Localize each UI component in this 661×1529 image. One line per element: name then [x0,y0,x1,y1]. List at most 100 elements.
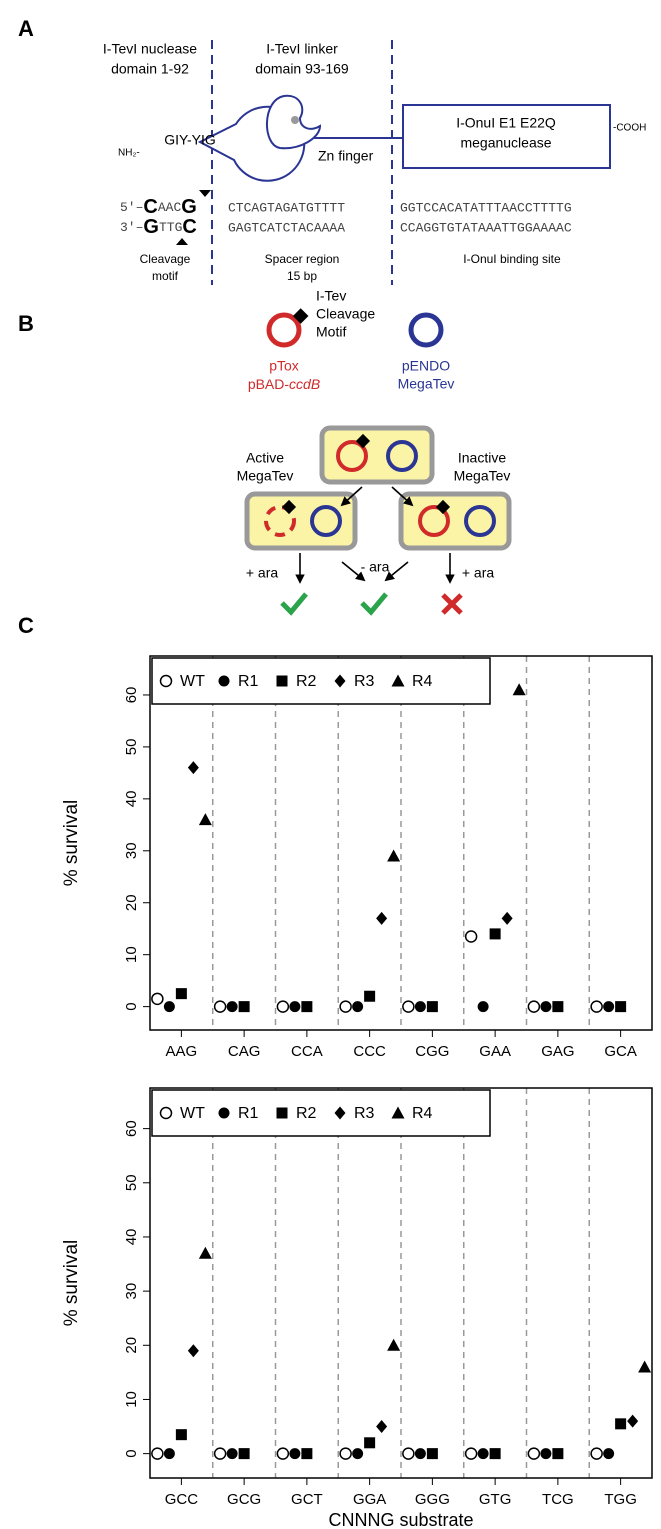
label: -COOH [613,123,646,134]
label: I-OnuI E1 E22Q [456,115,556,131]
marker [339,1000,352,1013]
plasmid [336,440,368,472]
legend-label: R2 [296,673,317,690]
motif-diamond [281,499,297,515]
marker [391,674,405,687]
marker [352,1001,364,1013]
ptox-plasmid [266,312,302,348]
marker [464,930,478,943]
marker [238,1001,250,1013]
y-tick-label: 30 [123,842,140,859]
y-tick-label: 0 [123,1002,140,1010]
panel-label: C [18,613,34,638]
marker [477,1001,489,1013]
panel-label: B [18,311,34,336]
label: domain 93-169 [255,61,349,77]
marker [376,1420,388,1434]
x-tick-label: AAG [166,1043,198,1060]
marker [218,675,230,687]
x-tick-label: GGA [353,1491,386,1508]
y-axis-label: % survival [61,800,82,887]
y-tick-label: 10 [123,946,140,963]
plasmid [386,440,418,472]
marker [501,911,513,925]
y-tick-label: 20 [123,1337,140,1354]
marker [387,1338,401,1351]
plasmid [264,505,296,537]
marker [276,675,288,687]
marker [276,1000,290,1013]
x-tick-label: CCC [353,1043,386,1060]
prime: 3′– [120,220,143,235]
x-tick-label: TCG [542,1491,574,1508]
marker [213,1000,227,1013]
label: Active [246,450,284,466]
motif: TTG [159,220,182,235]
sequence-bottom: 3′–GTTGC [120,216,197,238]
x-tick-label: GCC [165,1491,199,1508]
caption: 15 bp [287,269,317,283]
spacer-bottom: GAGTCATCTACAAAA [228,220,345,235]
pendo-plasmid [408,312,444,348]
marker [512,683,526,696]
label: I-Tev [316,288,346,304]
label: MegaTev [454,468,511,484]
marker [464,1447,478,1460]
plot-frame [149,655,653,1031]
marker [615,1001,627,1013]
spacer-top: CTCAGTAGATGTTTT [228,200,345,215]
marker [489,928,501,940]
x-tick-label: GCT [291,1491,323,1508]
marker [364,1437,376,1449]
marker [540,1001,552,1013]
marker [376,911,388,925]
label: domain 1-92 [111,61,189,77]
panel-label: A [18,16,34,41]
marker [151,992,164,1006]
caption: Spacer region [265,252,340,266]
legend-label: R1 [238,673,259,690]
marker [198,813,212,826]
label: Inactive [458,450,506,466]
sequence-top: 5′–CAACG [120,196,197,218]
marker [276,1107,288,1119]
label-part: ccdB [289,376,320,392]
prime: 5′– [120,200,143,215]
label-part: pBAD- [248,376,290,392]
motif-diamond [355,433,371,449]
label: MegaTev [398,376,455,392]
label: meganuclease [460,135,551,151]
marker [276,1447,290,1460]
x-tick-label: GAA [479,1043,511,1060]
motif-base: G [143,216,159,238]
marker [387,849,401,862]
plasmid [464,505,496,537]
marker [414,1001,426,1013]
label: MegaTev [237,468,294,484]
marker [238,1448,250,1460]
label: NH₂- [118,148,140,159]
y-tick-label: 20 [123,894,140,911]
motif-diamond [292,308,309,324]
x-tick-label: TGG [604,1491,637,1508]
marker [352,1448,364,1460]
legend-label: R1 [238,1105,259,1122]
marker [540,1448,552,1460]
label: + ara [246,565,279,581]
x-tick-label: GCA [604,1043,637,1060]
motif-base: C [182,216,196,238]
y-axis-label: % survival [61,1240,82,1327]
check-icon [280,592,308,616]
y-tick-label: 0 [123,1449,140,1457]
legend-label: R3 [354,1105,375,1122]
label: + ara [462,565,495,581]
label: Zn finger [318,148,374,164]
y-tick-label: 40 [123,791,140,808]
label: - ara [361,559,390,575]
marker [213,1447,227,1460]
caption: Cleavage [140,252,191,266]
caption: I-OnuI binding site [463,252,561,266]
label: pTox [269,358,299,374]
marker [151,1447,164,1460]
